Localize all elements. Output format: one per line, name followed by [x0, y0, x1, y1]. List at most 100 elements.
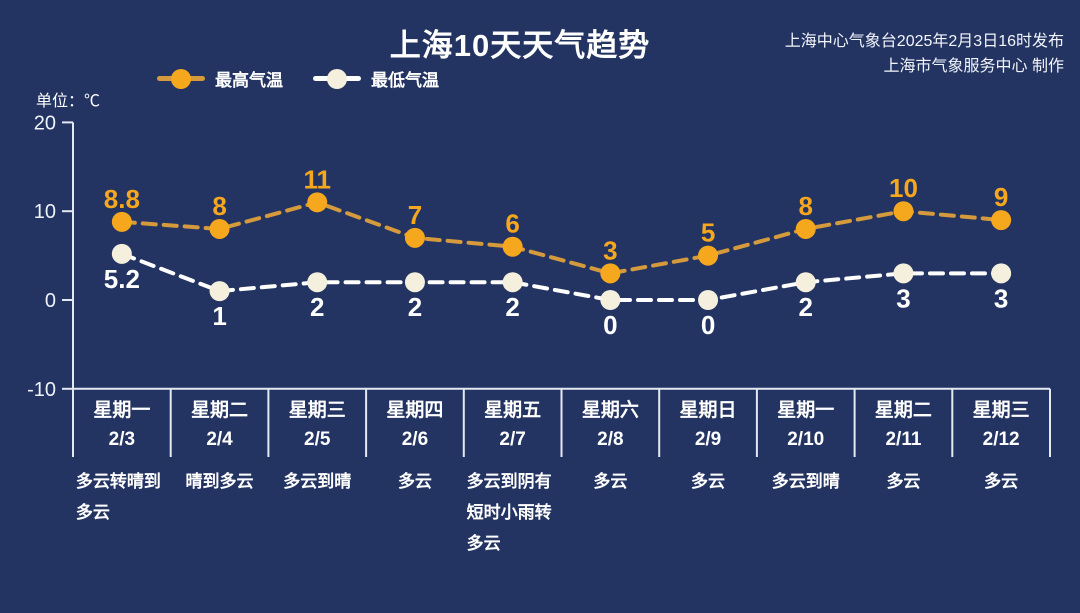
date-label: 2/5: [304, 429, 331, 450]
weather-description-cell: 多云到阴有短时小雨转多云: [464, 466, 562, 559]
low-temp-point: [404, 272, 425, 293]
low-temp-point: [307, 272, 328, 293]
source-info: 上海中心气象台2025年2月3日16时发布 上海市气象服务中心 制作: [785, 29, 1064, 79]
y-tick-label: 0: [45, 290, 56, 312]
high-temp-series-line: [119, 200, 1004, 276]
weather-description-cell: 多云到晴: [268, 466, 366, 497]
weather-description-text: 多云: [984, 472, 1019, 491]
weekday-label: 星期三: [972, 400, 1030, 421]
low-temp-point: [698, 290, 719, 310]
legend-label-low-temp: 最低气温: [371, 71, 439, 90]
weather-description-cell: 晴到多云: [171, 466, 269, 497]
date-label: 2/3: [108, 429, 136, 450]
legend-label-high-temp: 最高气温: [215, 71, 283, 90]
low-temp-value: 2: [799, 292, 813, 322]
low-temp-value: 3: [896, 283, 910, 313]
high-temp-point: [698, 245, 719, 266]
weekday-label: 星期二: [191, 400, 249, 421]
day-cell: 星期一 2/10: [757, 396, 855, 454]
weekday-label: 星期六: [581, 400, 639, 421]
day-cell: 星期三 2/5: [268, 396, 366, 454]
y-tick-label: 10: [34, 201, 56, 223]
high-temp-value: 10: [889, 173, 918, 203]
low-temp-value: 2: [505, 292, 519, 322]
unit-label: 单位：℃: [36, 93, 101, 110]
low-temp-series-line: [119, 251, 1004, 302]
source-line-producer: 上海市气象服务中心 制作: [883, 58, 1064, 75]
day-cell: 星期日 2/9: [659, 396, 757, 454]
weekday-label: 星期一: [93, 400, 151, 421]
weather-description-text: 多云到晴: [771, 472, 840, 491]
weekday-label: 星期日: [679, 400, 737, 421]
day-cell: 星期一 2/3: [73, 396, 171, 454]
low-temp-point: [991, 263, 1012, 284]
date-label: 2/12: [982, 429, 1020, 450]
high-temp-value: 6: [505, 209, 519, 239]
weather-description-cell: 多云: [562, 466, 660, 497]
date-label: 2/11: [885, 429, 922, 450]
low-temp-point: [502, 272, 523, 293]
weekday-label: 星期四: [386, 400, 444, 421]
low-temp-value: 5.2: [104, 264, 140, 294]
weekday-label: 星期二: [874, 400, 932, 421]
low-temp-point: [600, 290, 621, 310]
low-temp-point: [893, 263, 914, 284]
low-temp-point: [111, 243, 132, 264]
y-tick-label: -10: [27, 379, 56, 401]
weather-description-text: 多云: [691, 472, 726, 491]
weekday-label: 星期三: [288, 400, 346, 421]
high-temp-line-marker-icon: [157, 68, 205, 89]
high-temp-value: 5: [701, 218, 715, 248]
high-temp-point: [991, 210, 1012, 231]
date-label: 2/9: [694, 429, 722, 450]
high-temp-point: [795, 218, 816, 239]
date-label: 2/8: [597, 429, 624, 450]
page-title: 上海10天天气趋势: [389, 28, 651, 63]
weekday-label: 星期五: [484, 400, 542, 421]
weather-description-cell: 多云到晴: [757, 466, 855, 497]
day-cell: 星期六 2/8: [562, 396, 660, 454]
weather-description-cell: 多云: [659, 466, 757, 497]
low-temp-value: 0: [603, 310, 617, 340]
date-label: 2/6: [401, 429, 429, 450]
high-temp-value: 8.8: [104, 184, 140, 214]
high-temp-point: [600, 263, 621, 284]
high-temp-dot-icon: [171, 68, 191, 89]
high-temp-point: [307, 192, 328, 213]
date-label: 2/4: [206, 429, 233, 450]
low-temp-point: [795, 272, 816, 293]
source-line-issued: 上海中心气象台2025年2月3日16时发布: [784, 33, 1064, 50]
legend-item-high-temp: 最高气温: [157, 66, 283, 91]
weather-description-text: 晴到多云: [185, 472, 254, 491]
weather-description-cell: 多云: [366, 466, 464, 497]
weekday-label: 星期一: [777, 400, 835, 421]
weather-description-cell: 多云: [952, 466, 1050, 497]
high-temp-point: [893, 201, 914, 222]
low-temp-line-marker-icon: [313, 68, 361, 89]
low-temp-value: 0: [701, 310, 715, 340]
low-temp-dot-icon: [327, 68, 347, 89]
high-temp-point: [404, 227, 425, 248]
day-cell: 星期三 2/12: [952, 396, 1050, 454]
high-temp-point: [111, 211, 132, 232]
legend-item-low-temp: 最低气温: [313, 66, 439, 91]
high-temp-value: 11: [304, 164, 332, 194]
weather-description-text: 多云到阴有短时小雨转多云: [466, 472, 552, 553]
high-temp-point: [209, 218, 230, 239]
high-temp-value: 3: [603, 235, 617, 265]
day-cell: 星期五 2/7: [464, 396, 562, 454]
low-temp-value: 2: [408, 292, 422, 322]
weather-description-text: 多云转晴到多云: [75, 472, 161, 522]
y-tick-label: 20: [34, 112, 56, 134]
high-temp-value: 8: [212, 191, 226, 221]
date-label: 2/10: [787, 429, 825, 450]
low-temp-value: 3: [994, 283, 1008, 313]
weather-description-text: 多云: [593, 472, 628, 491]
weather-description-cell: 多云: [855, 466, 953, 497]
day-cell: 星期二 2/4: [171, 396, 269, 454]
date-label: 2/7: [499, 429, 526, 450]
chart-legend: 最高气温 最低气温: [157, 66, 439, 91]
day-cell: 星期二 2/11: [855, 396, 953, 454]
